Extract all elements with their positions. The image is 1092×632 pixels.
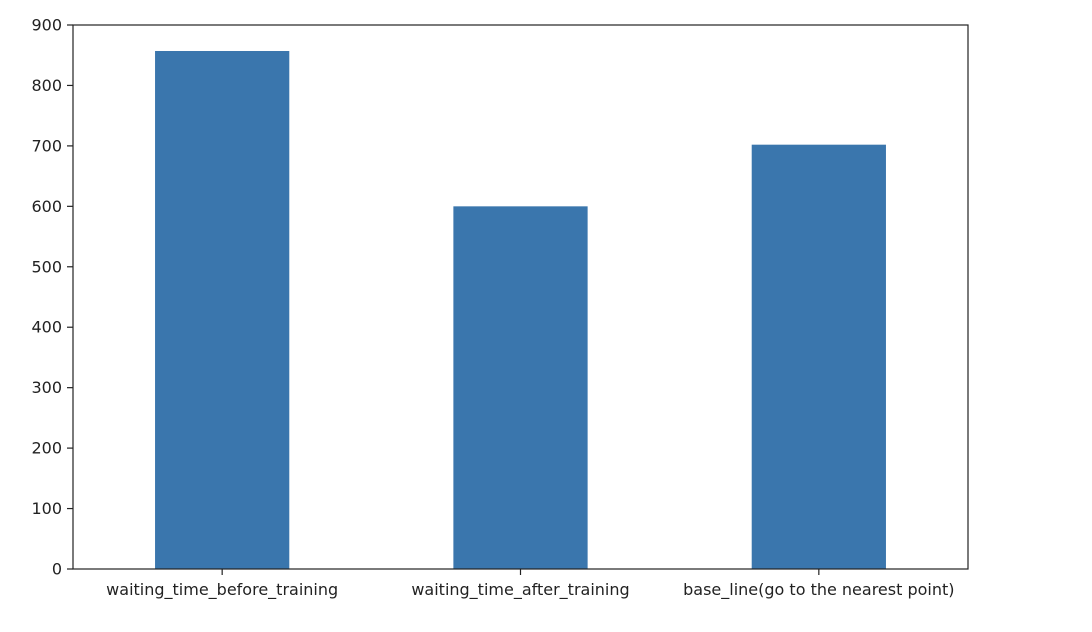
y-tick-label: 200	[31, 439, 62, 458]
y-tick-label: 600	[31, 197, 62, 216]
y-tick-label: 700	[31, 136, 62, 155]
x-axis: waiting_time_before_training waiting_time…	[106, 569, 955, 600]
y-tick-label: 100	[31, 499, 62, 518]
y-tick-label: 800	[31, 76, 62, 95]
x-tick-label: base_line(go to the nearest point)	[683, 580, 954, 600]
bars-group	[155, 50, 886, 570]
y-axis: 0 100 200 300 400 500 600 700 800 900	[31, 16, 73, 579]
y-tick-label: 500	[31, 257, 62, 276]
x-tick-label: waiting_time_after_training	[411, 580, 629, 600]
plot-frame	[72, 24, 969, 570]
y-tick-label: 0	[52, 560, 62, 579]
y-tick-label: 300	[31, 378, 62, 397]
bar-1	[155, 50, 290, 570]
bar-3	[751, 144, 886, 569]
y-tick-label: 400	[31, 318, 62, 337]
bar-2	[453, 206, 588, 570]
x-tick-label: waiting_time_before_training	[106, 580, 338, 600]
y-tick-label: 900	[31, 16, 62, 35]
